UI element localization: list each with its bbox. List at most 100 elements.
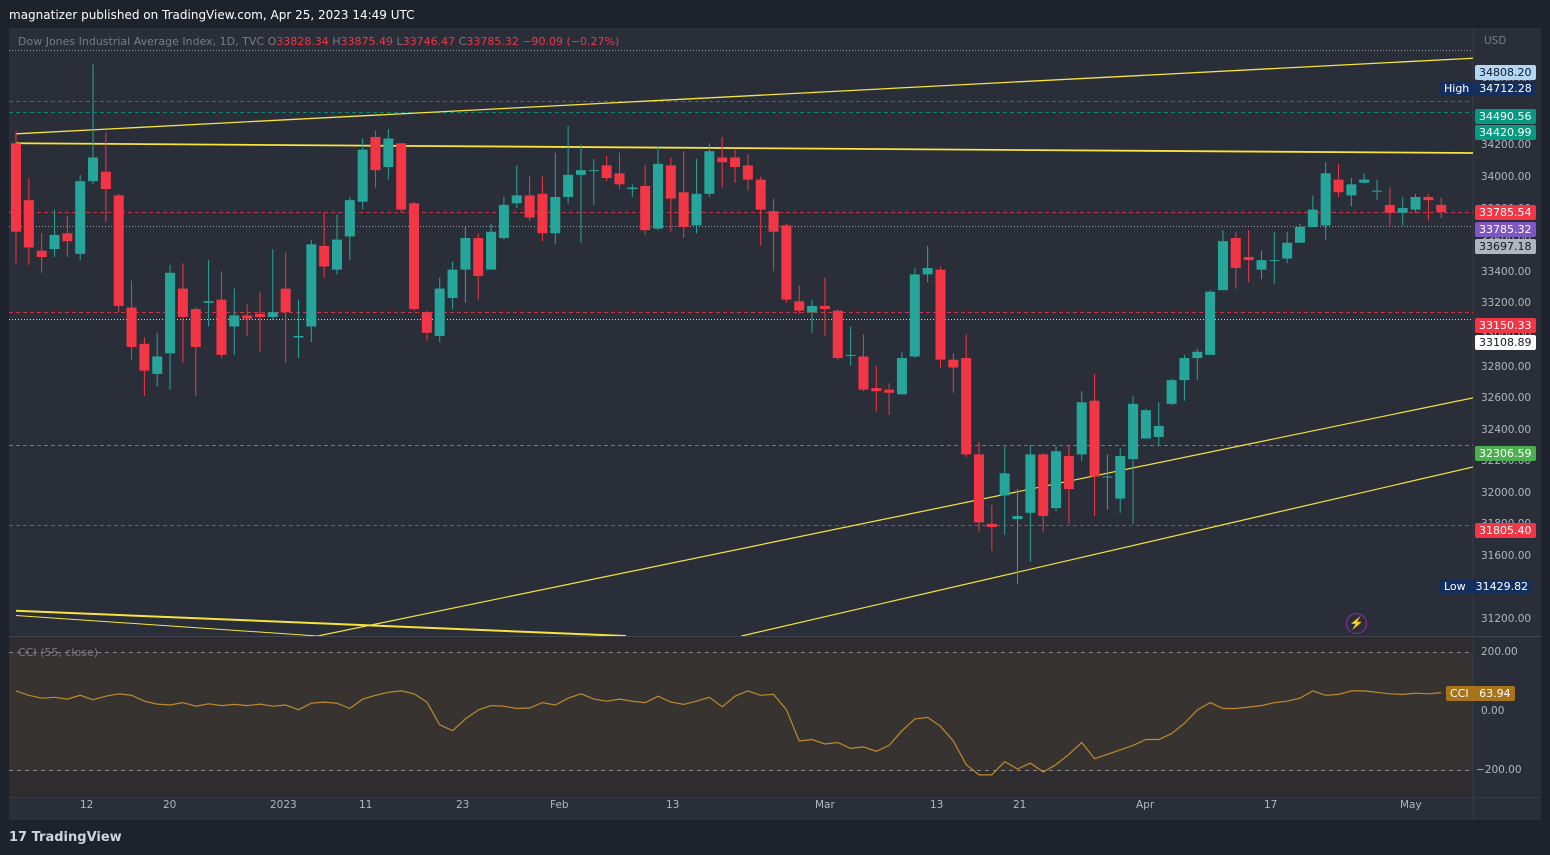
cci-band-fill (9, 652, 1473, 771)
currency-label: USD (1484, 35, 1507, 47)
candle-body (332, 239, 342, 270)
price-tag: 33150.33 (1475, 318, 1536, 333)
price-tag: 33108.89 (1475, 335, 1536, 350)
candle-body (524, 195, 535, 218)
candle-body (23, 200, 34, 248)
price-tag: 34490.56 (1475, 109, 1536, 124)
candle-body (254, 313, 265, 317)
candle-body (1397, 208, 1408, 213)
candle-body (190, 309, 201, 348)
change-value: −90.09 (−0.27%) (522, 35, 620, 48)
candle-body (203, 301, 214, 303)
price-tag-value: 33108.89 (1479, 336, 1532, 349)
candle-body (935, 269, 946, 360)
price-tag: 33697.18 (1475, 239, 1536, 254)
price-tick-label: 31600.00 (1481, 550, 1532, 563)
candle-body (1295, 226, 1305, 243)
price-tag-value: 34420.99 (1479, 126, 1532, 139)
candle-body (75, 181, 86, 254)
candle-body (1269, 260, 1280, 262)
candle-body (306, 244, 317, 327)
candle-body (383, 138, 394, 167)
candle-body (563, 174, 574, 197)
tradingview-logo[interactable]: 𝟭𝟳 TradingView (9, 830, 122, 845)
candle-body (139, 343, 150, 371)
candle-body (588, 170, 599, 172)
candle-body (357, 149, 368, 202)
candle-body (1025, 454, 1036, 513)
price-tick-label: 32000.00 (1481, 486, 1532, 499)
price-tick-label: 32400.00 (1481, 423, 1532, 436)
candle-body (498, 204, 509, 239)
price-tick-label: 33200.00 (1481, 297, 1532, 310)
high-value: 33875.49 (340, 35, 394, 48)
candle-body (948, 359, 959, 368)
trendline (741, 466, 1473, 636)
time-tick-label: 21 (1013, 799, 1027, 811)
candle-body (511, 195, 522, 204)
candle-body (537, 193, 548, 234)
publisher-info: magnatizer published on TradingView.com,… (9, 8, 415, 22)
candle-body (742, 165, 753, 180)
candle-body (267, 312, 278, 317)
candle-body (1128, 403, 1139, 460)
low-label: L (396, 35, 403, 48)
candle-body (1115, 455, 1126, 499)
candle-body (11, 143, 21, 232)
trendline (15, 57, 1473, 135)
candle-body (781, 225, 792, 300)
price-tick-label: 31200.00 (1481, 613, 1532, 626)
candle-body (1012, 515, 1023, 520)
candle-body (1372, 190, 1383, 192)
trendline (317, 397, 1473, 636)
candle-body (152, 356, 163, 374)
candle-body (678, 192, 689, 227)
time-tick-label: 13 (930, 799, 944, 811)
time-tick-label: 11 (359, 799, 373, 811)
candle-body (550, 196, 561, 234)
candle-body (280, 288, 291, 313)
candle-body (974, 454, 984, 523)
price-tag: High 34712.28 (1440, 81, 1536, 96)
lightning-icon[interactable]: ⚡ (1346, 613, 1367, 634)
candle-body (1205, 291, 1216, 355)
tradingview-logo-icon: 𝟭𝟳 (9, 830, 28, 845)
cci-value-tag: CCI 63.94 (1446, 686, 1515, 701)
price-tag: 33785.54 (1475, 205, 1536, 220)
candle-body (704, 151, 715, 194)
candle-body (486, 231, 497, 270)
candle-body (1423, 196, 1434, 201)
candle-body (344, 200, 355, 237)
cci-tick-label: 200.00 (1481, 645, 1518, 658)
candle-body (614, 173, 625, 185)
candle-body (1307, 209, 1318, 227)
price-tick-label: 33400.00 (1481, 265, 1532, 278)
candle-body (319, 245, 330, 267)
candle-body (1076, 402, 1087, 455)
price-tag-value: 32306.59 (1479, 447, 1532, 460)
candle-body (293, 335, 304, 338)
high-label: H (332, 35, 341, 48)
time-tick-label: 12 (80, 799, 94, 811)
candle-body (884, 389, 895, 393)
candle-body (999, 473, 1010, 496)
trendline (15, 142, 1473, 154)
candle-body (961, 358, 972, 455)
cci-line (15, 690, 1442, 776)
candle-body (1063, 455, 1074, 490)
candle-body (242, 315, 253, 319)
price-tag-value: 33785.54 (1479, 206, 1532, 219)
candle-body (1333, 179, 1344, 193)
candle-body (1179, 358, 1190, 381)
price-tag-value: 33697.18 (1479, 240, 1532, 253)
candle-body (819, 305, 830, 310)
candle-body (177, 288, 188, 317)
cci-indicator-label[interactable]: CCI (55, close) (18, 646, 99, 659)
candle-body (1166, 380, 1177, 404)
price-tag-value: 31429.82 (1475, 580, 1529, 593)
time-tick-label: Apr (1136, 799, 1155, 811)
candle-body (768, 211, 779, 232)
candle-body (216, 299, 227, 355)
open-value: 33828.34 (276, 35, 329, 48)
